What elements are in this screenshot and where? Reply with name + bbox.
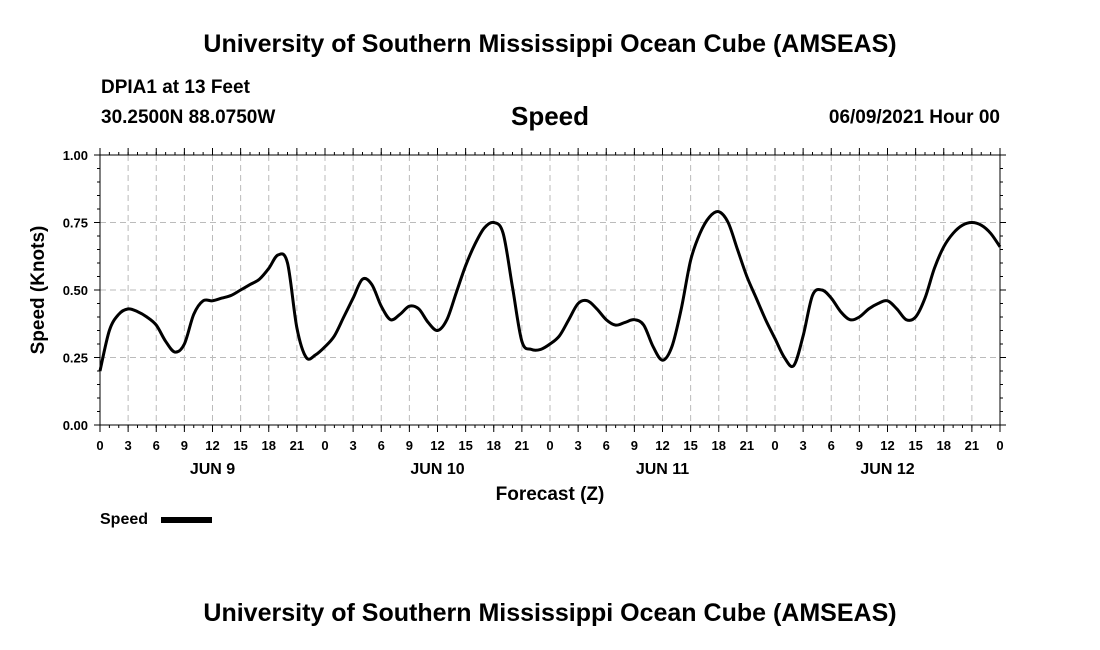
y-tick-label: 0.25 — [63, 351, 88, 366]
x-tick-label: 18 — [487, 438, 501, 453]
x-tick-label: 15 — [683, 438, 697, 453]
x-tick-label: 0 — [96, 438, 103, 453]
x-tick-label: 3 — [125, 438, 132, 453]
x-tick-label: 12 — [205, 438, 219, 453]
x-tick-label: 15 — [233, 438, 247, 453]
x-tick-label: 18 — [712, 438, 726, 453]
x-tick-label: 0 — [321, 438, 328, 453]
speed-series-line — [98, 210, 1002, 372]
x-tick-label: 21 — [515, 438, 529, 453]
y-axis-ticks: 0.00 0.25 0.50 0.75 1.00 — [63, 148, 1006, 433]
x-tick-label: 9 — [631, 438, 638, 453]
y-tick-label: 0.75 — [63, 216, 88, 231]
day-label: JUN 9 — [190, 461, 235, 478]
x-tick-label: 12 — [430, 438, 444, 453]
x-tick-label: 18 — [937, 438, 951, 453]
datetime-label: 06/09/2021 Hour 00 — [828, 107, 1000, 128]
grid-lines — [100, 155, 1000, 425]
y-tick-label: 0.50 — [63, 283, 88, 298]
y-axis-label: Speed (Knots) — [28, 226, 49, 355]
x-axis-label: Forecast (Z) — [496, 484, 605, 505]
x-tick-label: 18 — [262, 438, 276, 453]
x-tick-label: 6 — [603, 438, 610, 453]
x-tick-label: 9 — [406, 438, 413, 453]
x-tick-label: 3 — [800, 438, 807, 453]
day-label: JUN 10 — [410, 461, 464, 478]
day-label: JUN 12 — [860, 461, 914, 478]
x-tick-label: 21 — [965, 438, 979, 453]
footer-title: University of Southern Mississippi Ocean… — [203, 599, 897, 627]
x-tick-label: 15 — [458, 438, 472, 453]
x-tick-label: 9 — [856, 438, 863, 453]
variable-title: Speed — [510, 101, 590, 131]
x-tick-label: 9 — [181, 438, 188, 453]
y-tick-label: 0.00 — [63, 418, 88, 433]
x-tick-label: 0 — [546, 438, 553, 453]
x-axis-ticks: 0 3 6 9 12 15 18 21 0 3 6 9 12 15 18 21 0 3 6 9 12 15 18 21 0 3 6 9… — [96, 148, 1004, 453]
x-tick-label: 3 — [575, 438, 582, 453]
x-tick-label: 3 — [350, 438, 357, 453]
x-tick-label: 12 — [655, 438, 669, 453]
legend-label: Speed — [100, 511, 148, 528]
day-labels: JUN 9 JUN 10 JUN 11 JUN 12 — [190, 461, 915, 478]
x-tick-label: 0 — [996, 438, 1003, 453]
day-label: JUN 11 — [636, 461, 689, 478]
legend-swatch — [161, 517, 212, 523]
x-tick-label: 12 — [880, 438, 894, 453]
x-tick-label: 0 — [771, 438, 778, 453]
coordinates-label: 30.2500N 88.0750W — [101, 107, 276, 128]
station-label: DPIA1 at 13 Feet — [101, 77, 250, 98]
x-tick-label: 21 — [740, 438, 754, 453]
x-tick-label: 15 — [908, 438, 922, 453]
x-tick-label: 6 — [828, 438, 835, 453]
x-tick-label: 6 — [153, 438, 160, 453]
x-tick-label: 6 — [378, 438, 385, 453]
y-tick-label: 1.00 — [63, 148, 88, 163]
chart-title: University of Southern Mississippi Ocean… — [203, 30, 897, 58]
x-tick-label: 21 — [290, 438, 304, 453]
